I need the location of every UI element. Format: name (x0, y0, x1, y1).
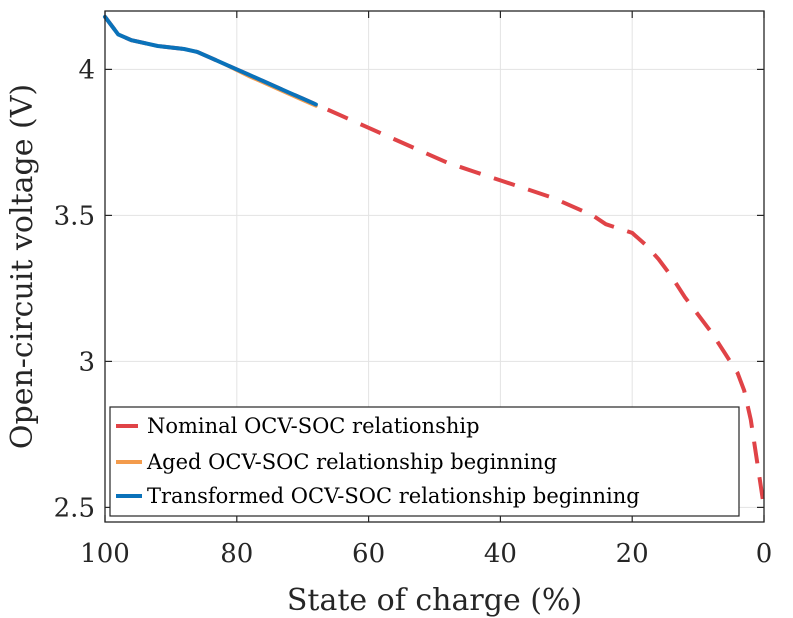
legend: Nominal OCV-SOC relationship Aged OCV-SOC… (109, 406, 740, 517)
axes-box (104, 10, 765, 523)
legend-box (109, 406, 740, 517)
y-tick-label: 2.5 (54, 493, 95, 523)
x-tick-label: 60 (352, 539, 385, 569)
legend-label-3: Transformed OCV-SOC relationship beginni… (147, 484, 640, 508)
x-tick-label: 40 (484, 539, 517, 569)
series-line-3 (103, 14, 318, 107)
x-tick-label: 80 (220, 539, 253, 569)
x-tick-label: 0 (756, 539, 773, 569)
y-axis-label: Open-circuit voltage (V) (5, 84, 40, 449)
x-tick-label: 100 (80, 539, 130, 569)
legend-label-2: Aged OCV-SOC relationship beginning (146, 450, 557, 474)
y-tick-label: 4 (78, 55, 95, 85)
y-tick-label: 3.5 (54, 201, 95, 231)
x-axis-label: State of charge (%) (287, 583, 582, 618)
y-tick-label: 3 (78, 347, 95, 377)
x-tick-label: 20 (616, 539, 649, 569)
legend-label-1: Nominal OCV-SOC relationship (147, 414, 480, 438)
series-group (103, 14, 766, 508)
